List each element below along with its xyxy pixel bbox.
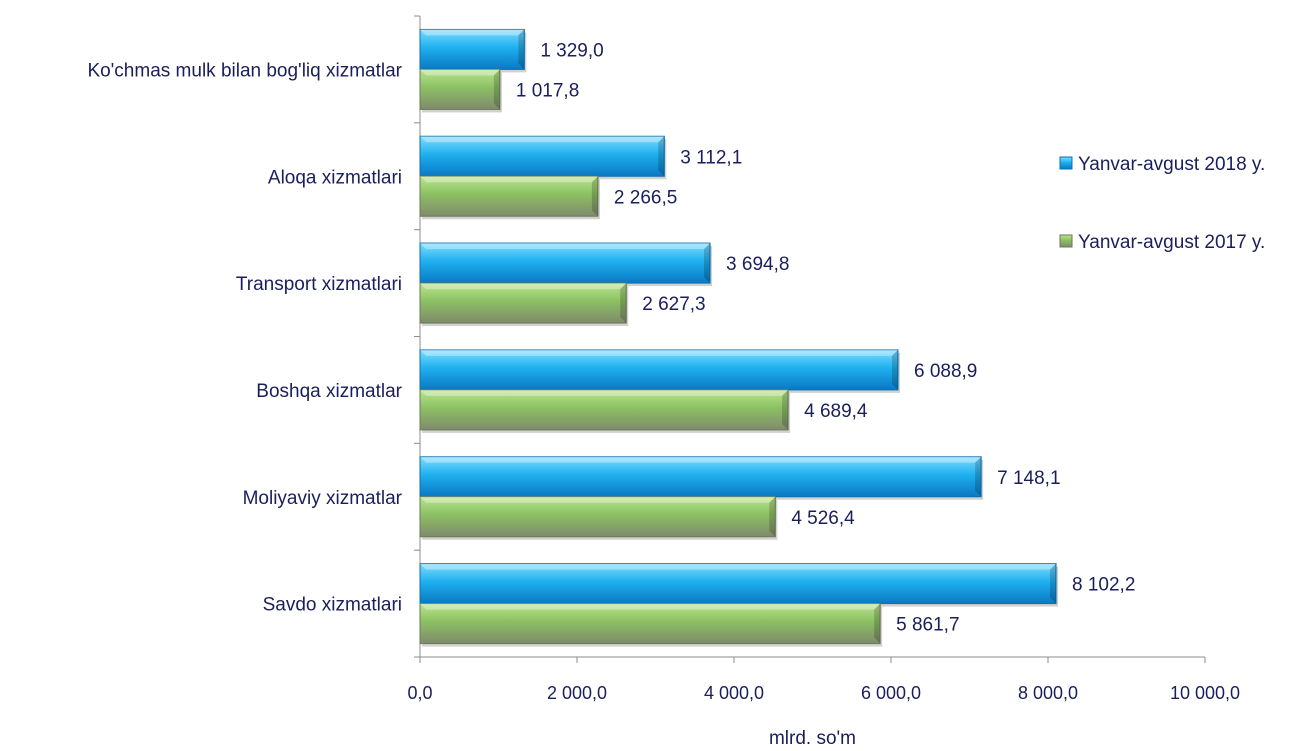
bar-2018 <box>419 349 899 391</box>
category-label: Ko'chmas mulk bilan bog'liq xizmatlar <box>87 60 402 81</box>
bar-bevel <box>420 349 898 356</box>
bar-bevel <box>769 496 776 537</box>
data-label: 8 102,2 <box>1072 575 1135 596</box>
category-label: Transport xizmatlari <box>236 274 402 295</box>
category-label: Aloqa xizmatlari <box>268 167 402 188</box>
bar-bevel <box>493 69 500 110</box>
bar-bevel <box>782 389 789 430</box>
bar-2017 <box>419 603 881 645</box>
legend-swatch <box>1059 234 1073 248</box>
data-label: 3 694,8 <box>726 254 789 275</box>
legend-label: Yanvar-avgust 2017 y. <box>1078 232 1265 253</box>
bar-bevel <box>420 243 711 250</box>
x-axis-title: mlrd. so'm <box>769 728 856 749</box>
bar-2017 <box>419 282 627 324</box>
bar-bevel <box>1050 563 1057 604</box>
bar-bevel <box>420 603 881 610</box>
bar-bevel <box>975 456 982 497</box>
bar-2018 <box>419 563 1057 605</box>
bar-2018 <box>419 28 525 70</box>
category-label: Moliyaviy xizmatlar <box>243 488 403 509</box>
bar-bevel <box>420 136 665 143</box>
bar-bevel <box>420 496 776 503</box>
bar-bevel <box>658 136 665 177</box>
bar-2017 <box>419 389 789 431</box>
bar-2017 <box>419 68 501 110</box>
data-label: 4 526,4 <box>791 508 855 529</box>
bar-bevel <box>420 29 525 36</box>
bar-bevel <box>420 69 500 76</box>
data-label: 6 088,9 <box>914 361 977 382</box>
data-label: 5 861,7 <box>896 615 959 636</box>
axes: 0,0 2 000,0 4 000,0 6 000,0 8 000,0 10 000,0 m… <box>407 15 1240 749</box>
bar-bevel <box>704 243 711 284</box>
x-tick-label: 2 000,0 <box>547 683 607 703</box>
bar-bevel <box>420 283 627 290</box>
bar-bevel <box>420 563 1057 570</box>
x-tick-label: 8 000,0 <box>1018 683 1078 703</box>
bar-bevel <box>518 29 525 70</box>
legend-swatch <box>1059 156 1073 170</box>
bar-bevel <box>420 176 598 183</box>
category-label: Savdo xizmatlari <box>263 595 402 616</box>
bar-bevel <box>891 349 898 390</box>
x-tick-label: 0,0 <box>407 683 432 703</box>
bar-bevel <box>874 603 881 644</box>
bar-2018 <box>419 135 665 177</box>
data-label: 2 627,3 <box>642 294 705 315</box>
bar-bevel <box>420 389 789 396</box>
x-tick-label: 4 000,0 <box>704 683 764 703</box>
data-label: 1 329,0 <box>540 40 603 61</box>
bar-bevel <box>591 176 598 217</box>
category-label: Boshqa xizmatlar <box>256 381 402 402</box>
labels: Ko'chmas mulk bilan bog'liq xizmatlar 1 3… <box>87 40 1135 635</box>
data-label: 4 689,4 <box>804 401 868 422</box>
bar-2018 <box>419 456 982 498</box>
legend: Yanvar-avgust 2018 y. Yanvar-avgust 2017 … <box>1059 154 1265 253</box>
bar-bevel <box>420 456 982 463</box>
x-tick-label: 6 000,0 <box>861 683 921 703</box>
legend-label: Yanvar-avgust 2018 y. <box>1078 154 1265 175</box>
data-label: 3 112,1 <box>680 147 742 168</box>
bar-2017 <box>419 175 599 217</box>
data-label: 7 148,1 <box>997 468 1060 489</box>
bars <box>419 28 1059 647</box>
data-label: 2 266,5 <box>614 187 677 208</box>
bar-2018 <box>419 242 711 284</box>
x-tick-label: 10 000,0 <box>1170 683 1240 703</box>
data-label: 1 017,8 <box>516 80 579 101</box>
bar-2017 <box>419 496 776 538</box>
bar-bevel <box>620 283 627 324</box>
